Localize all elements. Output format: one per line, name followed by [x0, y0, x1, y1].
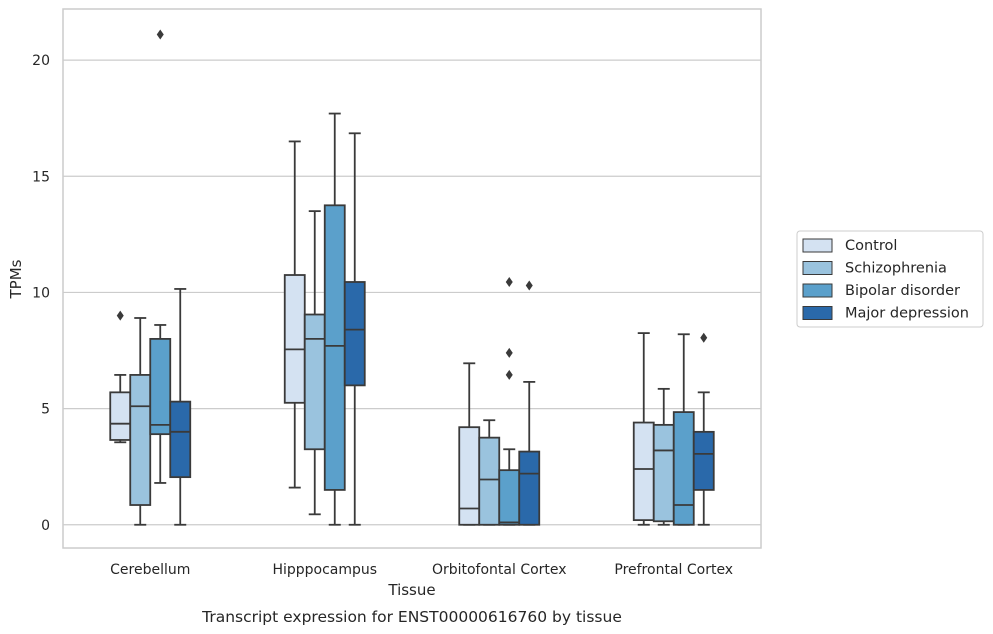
legend-frame: [796, 230, 984, 328]
outlier-point: [505, 347, 513, 358]
box-control: [283, 140, 306, 489]
chart-caption: Transcript expression for ENST0000061676…: [201, 608, 622, 626]
x-tick-label: Prefrontal Cortex: [614, 562, 733, 578]
y-tick-label: 0: [41, 518, 50, 534]
legend-swatch: [802, 261, 833, 275]
box-schizophrenia: [303, 210, 326, 516]
box-body: [343, 281, 366, 387]
box-schizophrenia: [129, 317, 152, 526]
box-body: [478, 436, 501, 526]
box-body: [303, 313, 326, 451]
box-body: [692, 430, 715, 491]
y-tick-label: 5: [41, 402, 50, 418]
box-body: [109, 391, 132, 441]
box-control: [109, 310, 132, 444]
box-body: [283, 274, 306, 404]
box-body: [458, 426, 481, 526]
box-body: [129, 374, 152, 506]
box-body: [652, 423, 675, 523]
y-tick-labels: 0 5 10 15 20: [32, 53, 50, 534]
x-axis-label: Tissue: [387, 581, 435, 599]
box-major-depression: [692, 332, 715, 526]
box-body: [632, 421, 655, 522]
x-tick-label: Orbitofontal Cortex: [432, 562, 567, 578]
plot-frame: [62, 8, 762, 549]
y-tick-label: 20: [32, 53, 50, 69]
legend-swatch: [802, 306, 833, 320]
legend-label: Bipolar disorder: [845, 283, 960, 299]
box-major-depression: [343, 132, 366, 526]
outlier-point: [525, 280, 533, 291]
legend-label: Major depression: [845, 306, 969, 322]
box-major-depression: [169, 288, 192, 526]
y-tick-label: 10: [32, 285, 50, 301]
box-body: [149, 338, 172, 436]
legend-label: Control: [845, 238, 897, 254]
outlier-point: [116, 310, 124, 321]
legend-swatch: [802, 283, 833, 298]
box-major-depression: [518, 280, 541, 526]
y-tick-label: 15: [32, 169, 50, 185]
box-bipolar-disorder: [149, 29, 172, 484]
box-body: [518, 450, 541, 526]
x-tick-label: Cerebellum: [110, 562, 190, 578]
legend-label: Schizophrenia: [845, 261, 947, 277]
legend-swatch: [802, 238, 833, 253]
boxes: [109, 29, 715, 526]
box-body: [672, 411, 695, 526]
box-body: [498, 469, 521, 526]
box-body: [323, 204, 346, 491]
legend: Control Schizophrenia Bipolar disorder Majo…: [796, 230, 984, 328]
x-tick-labels: Cerebellum Hipppocampus Orbitofontal Corte…: [110, 562, 733, 578]
x-tick-label: Hipppocampus: [272, 562, 377, 578]
outlier-point: [700, 332, 708, 343]
outlier-point: [505, 276, 513, 287]
outlier-point: [505, 369, 513, 380]
outlier-point: [156, 29, 164, 40]
y-axis-label: TPMs: [7, 259, 25, 299]
box-body: [169, 400, 192, 479]
